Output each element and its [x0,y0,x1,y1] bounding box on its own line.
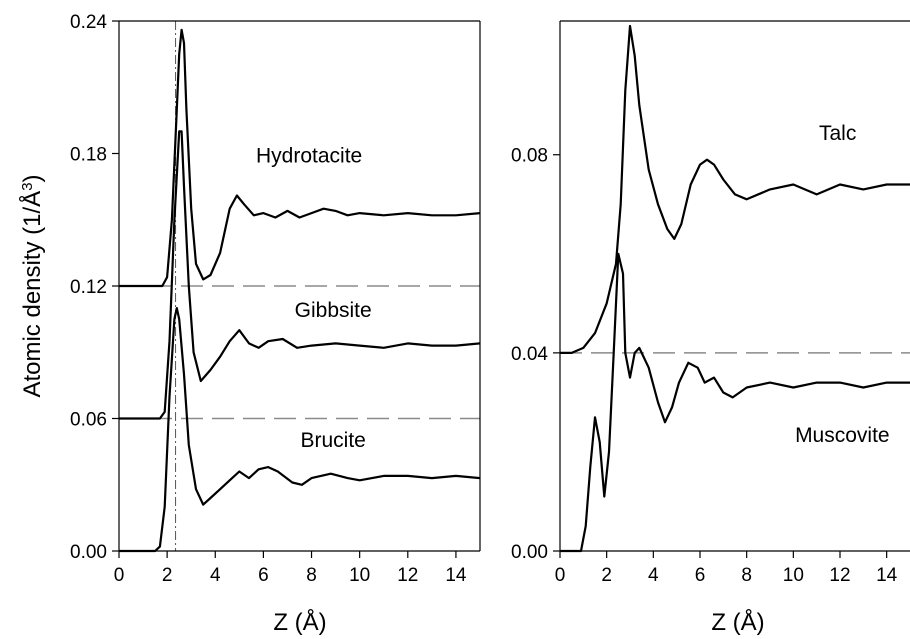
x-axis-label: Z (Å) [711,608,764,636]
series-label-gibbsite: Gibbsite [295,299,372,322]
y-tick-label: 0.04 [511,344,548,365]
series-label-brucite: Brucite [301,429,366,452]
y-axis-label: Atomic density (1/Å3) [18,174,46,397]
x-tick-label: 12 [397,565,418,586]
x-tick-label: 14 [445,565,467,586]
x-tick-label: 0 [555,565,566,586]
y-tick-label: 0.12 [70,277,107,298]
x-tick-label: 12 [829,565,850,586]
x-tick-label: 4 [648,565,659,586]
y-tick-label: 0.06 [70,410,107,431]
x-tick-label: 4 [210,565,221,586]
series-line-hydrotacite [119,28,481,288]
x-tick-label: 8 [306,565,317,586]
x-tick-label: 2 [601,565,612,586]
series-line-talc [560,24,910,354]
series-label-talc: Talc [819,122,856,145]
x-tick-label: 6 [258,565,269,586]
x-tick-label: 10 [783,565,804,586]
x-tick-label: 2 [162,565,173,586]
x-tick-label: 6 [695,565,706,586]
series-line-brucite [119,307,481,553]
left-panel: Hydrotacite Gibbsite Brucite 0 2 4 6 8 10 12 14 0.0… [18,12,481,636]
x-tick-label: 10 [349,565,370,586]
y-tick-label: 0.08 [511,146,548,167]
y-tick-label: 0.24 [70,12,107,33]
x-tick-label: 8 [741,565,752,586]
y-tick-label: 0.18 [70,145,107,166]
x-axis-label: Z (Å) [273,608,326,636]
x-tick-label: 0 [114,565,125,586]
series-label-muscovite: Muscovite [795,424,890,447]
x-tick-label: 14 [876,565,898,586]
right-panel: Talc Muscovite 0 2 4 6 8 10 12 14 0.00 0.04 0.08 Z (Å… [511,20,910,636]
series-line-muscovite [560,252,910,553]
y-tick-label: 0.00 [70,542,107,563]
y-tick-label: 0.00 [511,542,548,563]
series-line-gibbsite [119,130,481,420]
series-label-hydrotacite: Hydrotacite [256,144,362,167]
